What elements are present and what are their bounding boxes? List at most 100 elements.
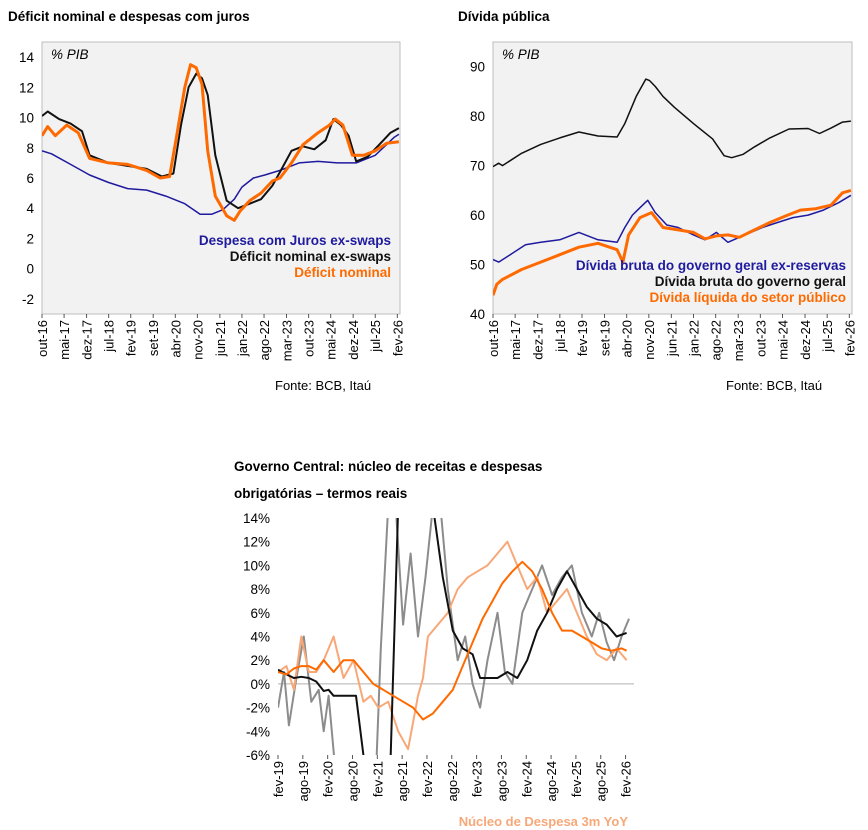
y-tick-label: 50: [470, 258, 485, 273]
y-tick-label: -2: [22, 292, 34, 307]
y-tick-label: 10%: [243, 558, 270, 573]
legend-entry: Dívida bruta do governo geral: [655, 274, 846, 289]
series-line-3: [42, 63, 400, 222]
legend-entry: Núcleo de Despesa 3m YoY: [459, 814, 629, 829]
series-group: [42, 63, 400, 222]
legend-entry: Dívida bruta do governo geral ex-reserva…: [576, 258, 846, 273]
series-group: [278, 518, 630, 755]
x-tick-label: jul-18: [553, 320, 568, 353]
x-tick-label: out-23: [753, 320, 768, 357]
x-tick-label: abr-20: [620, 320, 635, 358]
x-tick-label: mai-17: [57, 320, 72, 360]
chart2-title: Dívida pública: [458, 9, 550, 24]
x-tick-label: fev-19: [271, 761, 286, 797]
y-tick-label: 0%: [250, 677, 270, 692]
series-line-2: [278, 540, 628, 751]
x-tick-label: fev-23: [470, 761, 485, 797]
x-tick-label: dez-24: [798, 320, 813, 360]
x-tick-label: set-19: [598, 320, 613, 356]
legend-entry: Despesa com Juros ex-swaps: [199, 233, 391, 248]
x-tick-label: ago-22: [445, 761, 460, 801]
chart-1: -2 0 2 4 6 8 10 12 14 out-16 mai-17 dez-17 jul-18 fev…: [19, 41, 405, 361]
x-tick-label: mar-23: [280, 320, 295, 361]
x-tick-label: ago-24: [544, 761, 559, 801]
x-tick-label: dez-17: [531, 320, 546, 360]
series-line-1: [493, 78, 851, 168]
x-tick-label: dez-24: [346, 320, 361, 360]
x-tick-label: jul-25: [820, 320, 835, 353]
x-tick-label: out-23: [302, 320, 317, 357]
x-tick-label: ago-25: [594, 761, 609, 801]
chart2-source: Fonte: BCB, Itaú: [726, 378, 823, 393]
x-tick-label: abr-20: [168, 320, 183, 358]
plot-area: [492, 41, 853, 315]
y-tick-label: 4%: [250, 630, 270, 645]
x-tick-label: ago-23: [494, 761, 509, 801]
x-tick-label: fev-26: [390, 320, 405, 356]
legend-entry: Déficit nominal ex-swaps: [230, 249, 391, 264]
y-tick-label: 8%: [250, 582, 270, 597]
x-tick-label: fev-22: [420, 761, 435, 797]
legend-entry: Déficit nominal: [294, 265, 391, 280]
y-tick-label: 80: [470, 109, 485, 124]
y-tick-label: 6: [26, 171, 34, 186]
x-tick-label: jul-25: [368, 320, 383, 353]
y-tick-label: 40: [470, 307, 485, 322]
x-tick-label: out-16: [35, 320, 50, 357]
x-tick-label: mai-24: [324, 320, 339, 360]
y-tick-label: 0: [26, 262, 34, 277]
series-line-2: [493, 194, 852, 263]
x-tick-label: ago-22: [257, 320, 272, 360]
x-tick-label: fev-20: [321, 761, 336, 797]
x-tick-label: ago-22: [709, 320, 724, 360]
x-tick-label: ago-19: [296, 761, 311, 801]
x-tick-label: ago-20: [345, 761, 360, 801]
chart-3: -6% -4% -2% 0% 2% 4% 6% 8% 10% 12% 14% fev-19 ago-19…: [243, 511, 634, 829]
x-tick-label: fev-21: [370, 761, 385, 797]
y-tick-label: 4: [26, 201, 34, 216]
series-line-3: [493, 188, 852, 296]
unit-label: % PIB: [502, 47, 540, 62]
y-tick-label: 60: [470, 208, 485, 223]
x-tick-label: jun-21: [213, 320, 228, 357]
y-tick-label: -4%: [246, 724, 270, 739]
y-tick-label: 14: [19, 50, 35, 65]
x-tick-label: fev-24: [519, 761, 534, 797]
y-tick-label: -2%: [246, 701, 270, 716]
y-tick-label: 12: [19, 80, 34, 95]
x-tick-label: fev-26: [842, 320, 857, 356]
y-tick-label: 6%: [250, 606, 270, 621]
y-tick-label: 70: [470, 159, 485, 174]
unit-label: % PIB: [51, 47, 89, 62]
x-tick-label: dez-17: [80, 320, 95, 360]
x-tick-label: ago-21: [395, 761, 410, 801]
y-tick-label: 8: [26, 141, 34, 156]
y-tick-label: 10: [19, 111, 34, 126]
x-tick-label: out-16: [486, 320, 501, 357]
x-tick-label: nov-20: [642, 320, 657, 360]
series-group: [493, 78, 852, 296]
x-tick-label: jul-18: [102, 320, 117, 353]
x-tick-label: fev-19: [124, 320, 139, 356]
x-tick-label: mai-24: [775, 320, 790, 360]
x-tick-label: fev-19: [575, 320, 590, 356]
chart3-title-line2: obrigatórias – termos reais: [234, 486, 408, 501]
chart3-title-line1: Governo Central: núcleo de receitas e de…: [234, 459, 543, 474]
series-line-4: [278, 560, 628, 721]
y-tick-label: 12%: [243, 535, 270, 550]
legend-entry: Dívida líquida do setor público: [649, 290, 846, 305]
x-tick-label: jun-21: [664, 320, 679, 357]
y-tick-label: 2: [26, 231, 34, 246]
y-tick-label: 90: [470, 60, 485, 75]
x-tick-label: fev-25: [569, 761, 584, 797]
series-line-3: [278, 518, 627, 755]
chart1-source: Fonte: BCB, Itaú: [275, 378, 372, 393]
x-tick-label: mar-23: [731, 320, 746, 361]
chart1-title: Déficit nominal e despesas com juros: [8, 9, 250, 24]
x-tick-label: jan-22: [235, 320, 250, 357]
series-line-1: [42, 133, 400, 216]
x-tick-label: mai-17: [508, 320, 523, 360]
x-tick-label: jan-22: [687, 320, 702, 357]
x-tick-label: set-19: [146, 320, 161, 356]
